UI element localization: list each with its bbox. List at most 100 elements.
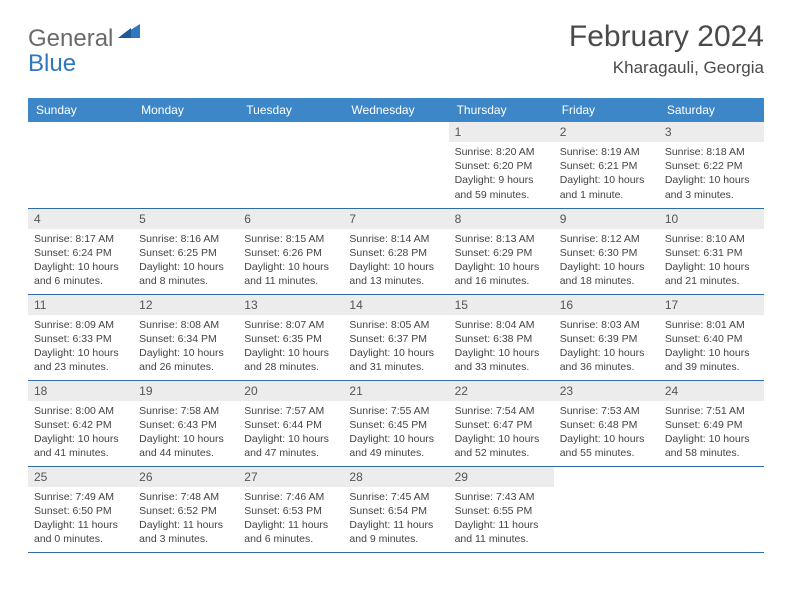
weekday-header: Monday bbox=[133, 98, 238, 122]
sunset-text: Sunset: 6:50 PM bbox=[34, 504, 127, 518]
calendar-day-cell: 22Sunrise: 7:54 AMSunset: 6:47 PMDayligh… bbox=[449, 380, 554, 466]
calendar-day-cell: 14Sunrise: 8:05 AMSunset: 6:37 PMDayligh… bbox=[343, 294, 448, 380]
weekday-header: Thursday bbox=[449, 98, 554, 122]
day-number: 5 bbox=[133, 209, 238, 229]
sunrise-text: Sunrise: 7:45 AM bbox=[349, 490, 442, 504]
day-details: Sunrise: 8:18 AMSunset: 6:22 PMDaylight:… bbox=[659, 142, 764, 206]
sunset-text: Sunset: 6:26 PM bbox=[244, 246, 337, 260]
sunset-text: Sunset: 6:55 PM bbox=[455, 504, 548, 518]
daylight-text: Daylight: 10 hours and 18 minutes. bbox=[560, 260, 653, 288]
sunrise-text: Sunrise: 7:53 AM bbox=[560, 404, 653, 418]
day-number: 12 bbox=[133, 295, 238, 315]
sunset-text: Sunset: 6:20 PM bbox=[455, 159, 548, 173]
daylight-text: Daylight: 9 hours and 59 minutes. bbox=[455, 173, 548, 201]
sunrise-text: Sunrise: 8:09 AM bbox=[34, 318, 127, 332]
calendar-day-cell: 24Sunrise: 7:51 AMSunset: 6:49 PMDayligh… bbox=[659, 380, 764, 466]
sunrise-text: Sunrise: 8:15 AM bbox=[244, 232, 337, 246]
sunrise-text: Sunrise: 8:12 AM bbox=[560, 232, 653, 246]
day-number bbox=[554, 467, 659, 487]
sunset-text: Sunset: 6:29 PM bbox=[455, 246, 548, 260]
daylight-text: Daylight: 11 hours and 11 minutes. bbox=[455, 518, 548, 546]
daylight-text: Daylight: 11 hours and 0 minutes. bbox=[34, 518, 127, 546]
daylight-text: Daylight: 10 hours and 28 minutes. bbox=[244, 346, 337, 374]
day-details: Sunrise: 8:01 AMSunset: 6:40 PMDaylight:… bbox=[659, 315, 764, 379]
day-details: Sunrise: 8:13 AMSunset: 6:29 PMDaylight:… bbox=[449, 229, 554, 293]
day-number: 22 bbox=[449, 381, 554, 401]
daylight-text: Daylight: 10 hours and 26 minutes. bbox=[139, 346, 232, 374]
sunset-text: Sunset: 6:45 PM bbox=[349, 418, 442, 432]
day-details: Sunrise: 8:04 AMSunset: 6:38 PMDaylight:… bbox=[449, 315, 554, 379]
day-details bbox=[133, 142, 238, 149]
day-number: 14 bbox=[343, 295, 448, 315]
calendar-day-cell: 19Sunrise: 7:58 AMSunset: 6:43 PMDayligh… bbox=[133, 380, 238, 466]
calendar-day-cell: 13Sunrise: 8:07 AMSunset: 6:35 PMDayligh… bbox=[238, 294, 343, 380]
day-details: Sunrise: 8:19 AMSunset: 6:21 PMDaylight:… bbox=[554, 142, 659, 206]
day-number: 27 bbox=[238, 467, 343, 487]
sunrise-text: Sunrise: 8:05 AM bbox=[349, 318, 442, 332]
sunrise-text: Sunrise: 8:01 AM bbox=[665, 318, 758, 332]
calendar-day-cell: 21Sunrise: 7:55 AMSunset: 6:45 PMDayligh… bbox=[343, 380, 448, 466]
sunrise-text: Sunrise: 8:03 AM bbox=[560, 318, 653, 332]
calendar-day-cell: 12Sunrise: 8:08 AMSunset: 6:34 PMDayligh… bbox=[133, 294, 238, 380]
sunset-text: Sunset: 6:38 PM bbox=[455, 332, 548, 346]
calendar-day-cell: 2Sunrise: 8:19 AMSunset: 6:21 PMDaylight… bbox=[554, 122, 659, 208]
day-number: 29 bbox=[449, 467, 554, 487]
sunset-text: Sunset: 6:37 PM bbox=[349, 332, 442, 346]
day-details: Sunrise: 7:46 AMSunset: 6:53 PMDaylight:… bbox=[238, 487, 343, 551]
calendar-day-cell: 20Sunrise: 7:57 AMSunset: 6:44 PMDayligh… bbox=[238, 380, 343, 466]
daylight-text: Daylight: 10 hours and 52 minutes. bbox=[455, 432, 548, 460]
day-number: 26 bbox=[133, 467, 238, 487]
day-details: Sunrise: 8:00 AMSunset: 6:42 PMDaylight:… bbox=[28, 401, 133, 465]
day-details bbox=[659, 487, 764, 494]
daylight-text: Daylight: 10 hours and 55 minutes. bbox=[560, 432, 653, 460]
calendar-day-cell bbox=[28, 122, 133, 208]
day-number: 11 bbox=[28, 295, 133, 315]
calendar-day-cell: 16Sunrise: 8:03 AMSunset: 6:39 PMDayligh… bbox=[554, 294, 659, 380]
day-details: Sunrise: 8:17 AMSunset: 6:24 PMDaylight:… bbox=[28, 229, 133, 293]
day-details: Sunrise: 8:09 AMSunset: 6:33 PMDaylight:… bbox=[28, 315, 133, 379]
day-details: Sunrise: 7:43 AMSunset: 6:55 PMDaylight:… bbox=[449, 487, 554, 551]
calendar-day-cell: 17Sunrise: 8:01 AMSunset: 6:40 PMDayligh… bbox=[659, 294, 764, 380]
day-number: 28 bbox=[343, 467, 448, 487]
weekday-header: Wednesday bbox=[343, 98, 448, 122]
logo-mark-icon bbox=[116, 20, 142, 45]
calendar-week-row: 11Sunrise: 8:09 AMSunset: 6:33 PMDayligh… bbox=[28, 294, 764, 380]
sunrise-text: Sunrise: 7:55 AM bbox=[349, 404, 442, 418]
daylight-text: Daylight: 10 hours and 33 minutes. bbox=[455, 346, 548, 374]
day-details bbox=[28, 142, 133, 149]
day-details: Sunrise: 7:58 AMSunset: 6:43 PMDaylight:… bbox=[133, 401, 238, 465]
sunset-text: Sunset: 6:53 PM bbox=[244, 504, 337, 518]
calendar-day-cell: 1Sunrise: 8:20 AMSunset: 6:20 PMDaylight… bbox=[449, 122, 554, 208]
calendar-week-row: 1Sunrise: 8:20 AMSunset: 6:20 PMDaylight… bbox=[28, 122, 764, 208]
day-number: 3 bbox=[659, 122, 764, 142]
sunrise-text: Sunrise: 8:17 AM bbox=[34, 232, 127, 246]
day-details: Sunrise: 8:03 AMSunset: 6:39 PMDaylight:… bbox=[554, 315, 659, 379]
calendar-day-cell bbox=[659, 466, 764, 552]
day-number: 24 bbox=[659, 381, 764, 401]
daylight-text: Daylight: 10 hours and 44 minutes. bbox=[139, 432, 232, 460]
daylight-text: Daylight: 10 hours and 41 minutes. bbox=[34, 432, 127, 460]
calendar-day-cell bbox=[343, 122, 448, 208]
daylight-text: Daylight: 10 hours and 11 minutes. bbox=[244, 260, 337, 288]
calendar-day-cell: 9Sunrise: 8:12 AMSunset: 6:30 PMDaylight… bbox=[554, 208, 659, 294]
sunset-text: Sunset: 6:25 PM bbox=[139, 246, 232, 260]
daylight-text: Daylight: 10 hours and 13 minutes. bbox=[349, 260, 442, 288]
sunrise-text: Sunrise: 7:46 AM bbox=[244, 490, 337, 504]
daylight-text: Daylight: 10 hours and 58 minutes. bbox=[665, 432, 758, 460]
daylight-text: Daylight: 10 hours and 39 minutes. bbox=[665, 346, 758, 374]
sunrise-text: Sunrise: 7:57 AM bbox=[244, 404, 337, 418]
page-header: GeneralBlue February 2024 Kharagauli, Ge… bbox=[28, 20, 764, 84]
daylight-text: Daylight: 10 hours and 36 minutes. bbox=[560, 346, 653, 374]
sunrise-text: Sunrise: 8:19 AM bbox=[560, 145, 653, 159]
day-number: 4 bbox=[28, 209, 133, 229]
daylight-text: Daylight: 11 hours and 9 minutes. bbox=[349, 518, 442, 546]
day-details: Sunrise: 8:16 AMSunset: 6:25 PMDaylight:… bbox=[133, 229, 238, 293]
day-number: 18 bbox=[28, 381, 133, 401]
sunset-text: Sunset: 6:31 PM bbox=[665, 246, 758, 260]
calendar-week-row: 25Sunrise: 7:49 AMSunset: 6:50 PMDayligh… bbox=[28, 466, 764, 552]
day-details: Sunrise: 7:48 AMSunset: 6:52 PMDaylight:… bbox=[133, 487, 238, 551]
calendar-day-cell: 29Sunrise: 7:43 AMSunset: 6:55 PMDayligh… bbox=[449, 466, 554, 552]
calendar-week-row: 4Sunrise: 8:17 AMSunset: 6:24 PMDaylight… bbox=[28, 208, 764, 294]
sunrise-text: Sunrise: 8:14 AM bbox=[349, 232, 442, 246]
day-details: Sunrise: 8:14 AMSunset: 6:28 PMDaylight:… bbox=[343, 229, 448, 293]
